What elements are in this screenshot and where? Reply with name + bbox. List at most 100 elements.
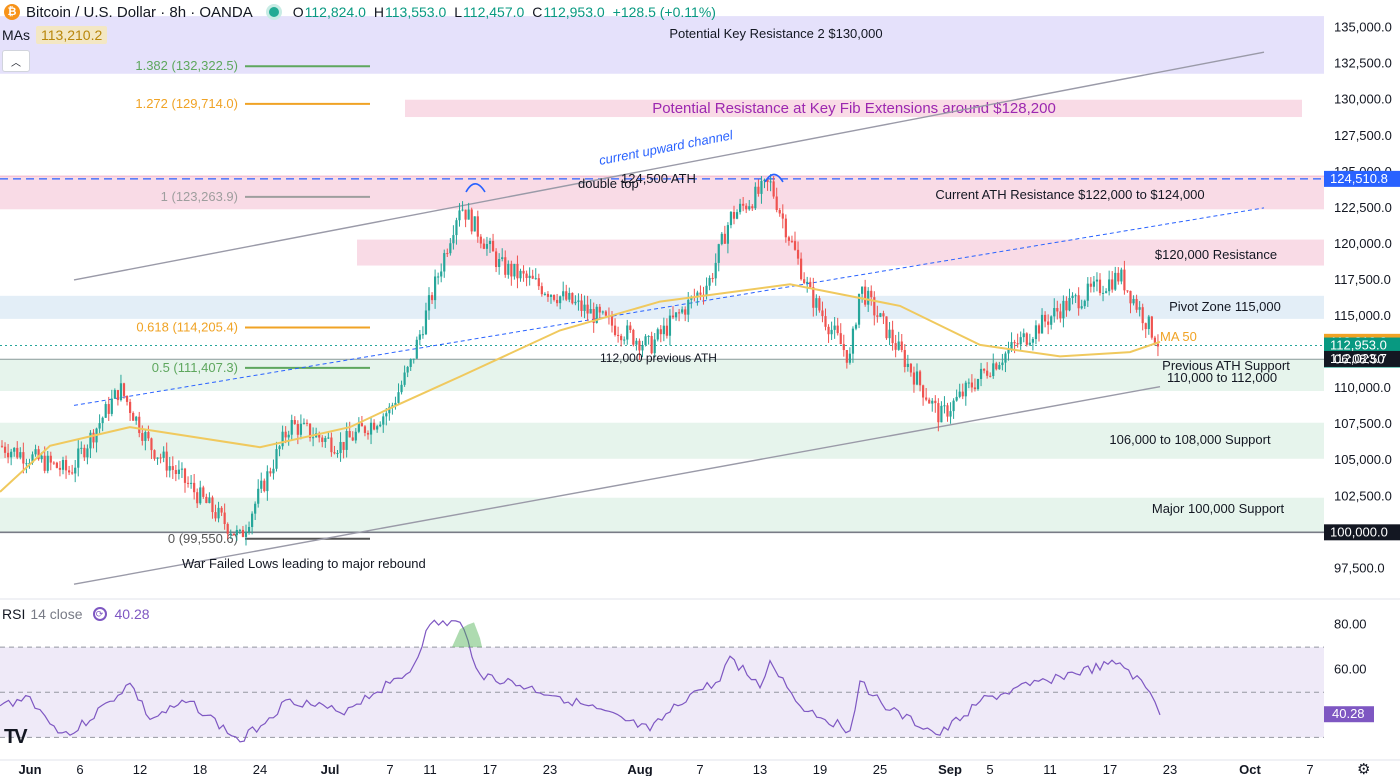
candle-body [513, 263, 516, 277]
war-lows-label: War Failed Lows leading to major rebound [182, 556, 426, 571]
rsi-legend[interactable]: RSI 14 close ⟳ 40.28 [2, 606, 150, 622]
candle-body [1126, 290, 1129, 292]
candle-body [437, 276, 440, 278]
candle-body [934, 400, 937, 404]
candle-body [269, 471, 272, 474]
refresh-icon[interactable]: ⟳ [92, 607, 107, 621]
settings-gear-icon[interactable]: ⚙ [1357, 761, 1371, 778]
candle-body [745, 205, 748, 210]
candle-body [186, 482, 190, 484]
candle-body [1028, 342, 1031, 345]
candle-body [1089, 283, 1092, 287]
candle-body [638, 340, 641, 351]
price-label-bg-3 [1324, 350, 1400, 367]
time-tick-5: Jul [321, 762, 340, 776]
candle-body [1074, 295, 1077, 297]
candle-body [629, 325, 632, 330]
candle-body [71, 472, 74, 474]
candle-body [403, 372, 406, 385]
candle-body [312, 437, 315, 439]
candle-body [1123, 269, 1126, 291]
open-label: O [292, 4, 304, 20]
candle-body [196, 492, 199, 504]
candle-body [421, 334, 424, 336]
zone-label-prev-ath-range: 110,000 to 112,000 [1167, 370, 1277, 385]
candle-body [867, 290, 870, 305]
candle-body [214, 512, 217, 519]
candle-body [473, 216, 476, 232]
candle-body [940, 405, 943, 423]
collapse-legend-button[interactable]: ︿ [2, 50, 30, 72]
candle-body [470, 209, 473, 232]
candle-body [1095, 279, 1099, 282]
candle-body [16, 447, 19, 458]
candle-body [967, 382, 970, 384]
time-tick-4: 24 [253, 762, 267, 776]
ma-legend[interactable]: MAs 113,210.2 [2, 26, 108, 44]
tradingview-logo[interactable]: TV [4, 726, 28, 748]
candle-body [1153, 337, 1156, 344]
candle-body [714, 262, 717, 279]
rsi-legend-label: RSI [2, 606, 26, 622]
candle-body [504, 257, 507, 275]
candle-body [839, 333, 842, 345]
price-tick-3: 127,500.0 [1334, 128, 1392, 143]
candle-body [321, 437, 324, 442]
candle-body [897, 341, 900, 350]
candle-body [1086, 283, 1089, 301]
candle-body [635, 340, 638, 345]
time-tick-16: 5 [986, 762, 993, 776]
candle-body [787, 237, 790, 241]
candle-body [568, 292, 571, 300]
fib-label-3: 0.618 (114,205.4) [136, 319, 238, 334]
zone-label-pivot: Pivot Zone 115,000 [1169, 299, 1281, 314]
time-tick-8: 17 [483, 762, 497, 776]
symbol-title[interactable]: Bitcoin / U.S. Dollar · 8h · OANDA [26, 3, 253, 21]
candle-body [19, 452, 22, 458]
open-value: 112,824.0 [304, 4, 366, 20]
candle-body [223, 512, 226, 525]
candle-body [528, 275, 531, 279]
candle-body [842, 344, 845, 351]
candle-body [1068, 297, 1071, 311]
candle-body [434, 276, 437, 301]
candle-body [135, 416, 138, 421]
candle-body [1037, 325, 1041, 334]
candle-body [293, 420, 296, 425]
time-tick-0: Jun [18, 762, 41, 776]
ath-label: 124,500 ATH [621, 171, 696, 186]
candle-body [174, 470, 177, 475]
candle-body [46, 455, 49, 471]
price-label-2: 112,953.0 [1330, 338, 1387, 353]
time-tick-2: 12 [133, 762, 147, 776]
candle-body [485, 244, 489, 249]
chevron-up-icon: ︿ [11, 57, 21, 69]
candle-body [43, 455, 46, 471]
candle-body [543, 293, 546, 295]
bitcoin-icon: ₿ [4, 4, 20, 20]
candle-body [531, 275, 534, 279]
candle-body [796, 249, 800, 259]
rsi-legend-params: 14 close [30, 606, 83, 622]
candle-body [516, 263, 519, 279]
candle-body [864, 286, 867, 305]
candle-body [650, 335, 653, 354]
candle-body [202, 487, 205, 497]
candle-body [360, 423, 363, 427]
candle-body [595, 306, 598, 324]
candle-body [870, 290, 873, 298]
candle-body [366, 432, 370, 435]
candle-body [495, 251, 498, 267]
candle-body [915, 371, 919, 385]
zone-label-ath-resistance: Current ATH Resistance $122,000 to $124,… [935, 187, 1204, 202]
candle-body [369, 422, 373, 435]
rsi-tick-0: 80.00 [1334, 617, 1367, 632]
candle-body [571, 292, 574, 304]
candle-body [604, 311, 607, 316]
time-tick-14: 25 [873, 762, 887, 776]
price-axis-bg [1324, 0, 1400, 776]
candle-body [257, 488, 260, 504]
candle-body [1108, 279, 1111, 292]
candle-body [342, 441, 345, 450]
